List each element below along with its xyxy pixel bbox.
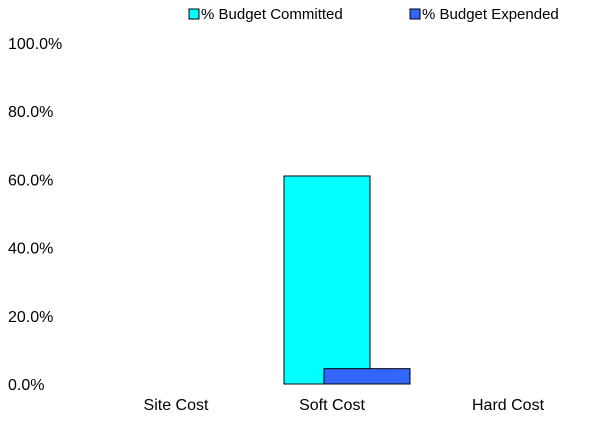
x-tick-label: Site Cost: [144, 397, 209, 414]
bars: [283, 175, 411, 385]
x-axis: Site Cost Soft Cost Hard Cost: [144, 397, 545, 414]
y-tick-label: 40.0%: [8, 241, 53, 258]
legend: % Budget Committed % Budget Expended: [188, 6, 559, 23]
legend-swatch: [409, 8, 421, 20]
y-tick-label: 60.0%: [8, 172, 53, 189]
legend-label: % Budget Expended: [422, 6, 559, 23]
y-tick-label: 0.0%: [8, 377, 44, 394]
bar-committed-soft-cost: [283, 175, 371, 385]
x-tick-label: Soft Cost: [299, 397, 365, 414]
legend-swatch: [188, 8, 200, 20]
y-tick-label: 20.0%: [8, 309, 53, 326]
y-tick-label: 80.0%: [8, 104, 53, 121]
bar-expended-soft-cost: [323, 368, 411, 385]
x-tick-label: Hard Cost: [472, 397, 545, 414]
legend-label: % Budget Committed: [201, 6, 343, 23]
y-tick-label: 100.0%: [8, 36, 62, 53]
y-axis: 0.0% 20.0% 40.0% 60.0% 80.0% 100.0%: [8, 36, 62, 394]
